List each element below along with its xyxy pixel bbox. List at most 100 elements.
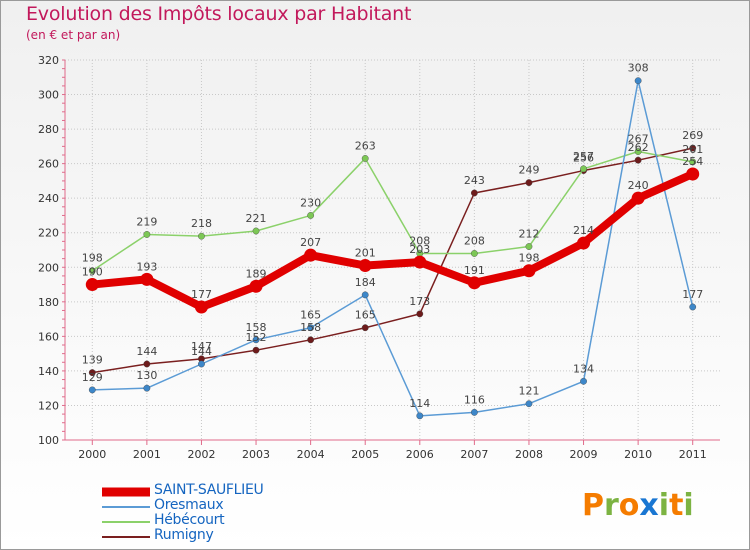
legend-label: Rumigny: [154, 527, 214, 543]
data-point: [88, 386, 96, 394]
series-line: [91, 170, 695, 311]
legend-label: Oresmaux: [154, 497, 224, 513]
y-tick-label: 300: [38, 89, 59, 102]
y-tick-label: 180: [38, 296, 59, 309]
data-point: [143, 360, 151, 368]
data-point: [634, 156, 642, 164]
data-label: 198: [82, 252, 103, 265]
data-label: 173: [409, 295, 430, 308]
x-tick-label: 2008: [515, 448, 543, 461]
logo-letter: i: [658, 488, 670, 523]
data-label: 262: [628, 141, 649, 154]
data-label: 256: [573, 152, 594, 165]
data-label: 129: [82, 371, 103, 384]
data-point: [689, 144, 697, 152]
logo-letter: o: [618, 488, 640, 523]
data-point: [416, 412, 424, 420]
legend-label: SAINT-SAUFLIEU: [154, 482, 264, 498]
data-label: 218: [191, 217, 212, 230]
data-point: [143, 231, 151, 238]
logo-letter: r: [604, 488, 619, 523]
data-point: [304, 248, 318, 262]
data-point: [88, 267, 96, 275]
logo-letter: i: [683, 488, 694, 523]
data-point: [634, 77, 642, 85]
data-point: [249, 279, 263, 293]
x-tick-label: 2003: [242, 448, 270, 461]
data-point: [361, 291, 369, 299]
logo-letter: t: [669, 488, 684, 523]
y-tick-label: 100: [38, 434, 59, 447]
data-point: [252, 227, 260, 235]
data-point: [689, 303, 697, 311]
data-label: 191: [464, 264, 485, 277]
y-tick-label: 260: [38, 158, 59, 171]
series-line: [92, 79, 694, 417]
data-point: [525, 179, 533, 187]
series-line: [91, 150, 693, 272]
data-label: 263: [355, 139, 376, 152]
data-label: 203: [409, 243, 430, 256]
data-label: 158: [300, 321, 321, 334]
data-label: 177: [682, 288, 703, 301]
legend-swatch: [102, 521, 150, 523]
x-tick-label: 2006: [406, 448, 434, 461]
data-label: 184: [355, 276, 376, 289]
data-point: [689, 158, 697, 166]
x-tick-label: 2011: [679, 448, 707, 461]
data-point: [198, 360, 205, 368]
data-label: 201: [355, 247, 376, 260]
data-point: [416, 310, 424, 318]
legend-swatch: [102, 536, 150, 538]
x-tick-label: 2004: [297, 448, 325, 461]
data-point: [361, 324, 369, 332]
data-point: [470, 408, 478, 416]
data-label: 177: [191, 288, 212, 301]
data-label: 257: [573, 150, 594, 163]
y-tick-label: 160: [38, 330, 59, 343]
y-tick-label: 140: [38, 365, 59, 378]
x-tick-label: 2009: [570, 448, 598, 461]
data-label: 193: [136, 260, 157, 273]
data-point: [307, 324, 315, 332]
data-label: 114: [409, 397, 430, 410]
data-label: 165: [355, 309, 376, 322]
y-tick-label: 280: [38, 123, 59, 136]
data-point: [143, 384, 151, 392]
data-label: 219: [136, 215, 157, 228]
data-point: [252, 336, 260, 344]
data-point: [580, 377, 587, 385]
data-point: [634, 148, 642, 155]
data-label: 254: [682, 155, 703, 168]
x-tick-label: 2007: [460, 448, 488, 461]
data-label: 243: [464, 174, 485, 187]
x-tick-label: 2010: [624, 448, 652, 461]
data-label: 144: [136, 345, 157, 358]
data-label: 221: [246, 212, 267, 225]
data-point: [198, 232, 205, 240]
y-tick-label: 220: [38, 227, 59, 240]
x-tick-label: 2000: [78, 448, 106, 461]
data-label: 190: [82, 266, 103, 279]
data-label: 207: [300, 236, 321, 249]
data-label: 308: [628, 62, 649, 75]
data-point: [413, 255, 427, 269]
x-tick-label: 2005: [351, 448, 379, 461]
data-label: 130: [136, 369, 157, 382]
data-point: [307, 336, 315, 344]
legend-label: Hébécourt: [154, 512, 225, 528]
series-line: [92, 147, 693, 374]
y-tick-label: 200: [38, 261, 59, 274]
data-point: [580, 165, 587, 173]
data-point: [307, 212, 315, 219]
data-label: 230: [300, 196, 321, 209]
data-label: 212: [518, 228, 539, 241]
data-label: 144: [191, 345, 212, 358]
data-point: [470, 189, 478, 197]
data-point: [467, 276, 481, 290]
data-label: 208: [409, 234, 430, 247]
data-label: 249: [518, 164, 539, 177]
x-tick-label: 2002: [187, 448, 215, 461]
